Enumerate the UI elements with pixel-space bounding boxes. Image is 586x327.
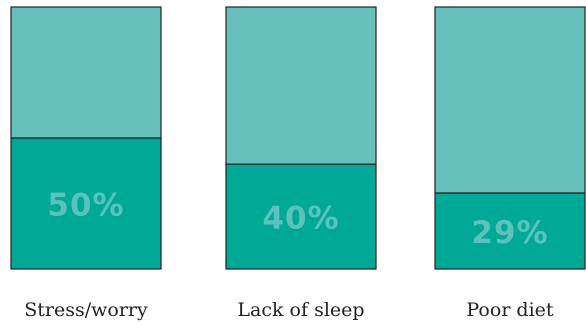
bar-value-poor-diet <box>434 192 586 270</box>
bar-value-stress-worry <box>10 137 162 270</box>
pct-label-stress-worry: 50% <box>47 188 124 224</box>
pct-label-poor-diet: 29% <box>471 215 548 251</box>
pct-label-lack-of-sleep: 40% <box>262 201 339 237</box>
category-label-lack-of-sleep: Lack of sleep <box>237 299 364 321</box>
bars-group <box>10 6 586 270</box>
category-labels-group: Stress/worry Lack of sleep Poor diet <box>24 299 554 321</box>
bar-value-lack-of-sleep <box>225 163 377 270</box>
bar-remainder-poor-diet <box>434 6 586 194</box>
bar-remainder-stress-worry <box>10 6 162 139</box>
category-label-stress-worry: Stress/worry <box>24 299 148 321</box>
category-label-poor-diet: Poor diet <box>466 299 553 321</box>
percentage-labels-group: 50% 40% 29% <box>47 188 548 252</box>
bar-remainder-lack-of-sleep <box>225 6 377 165</box>
